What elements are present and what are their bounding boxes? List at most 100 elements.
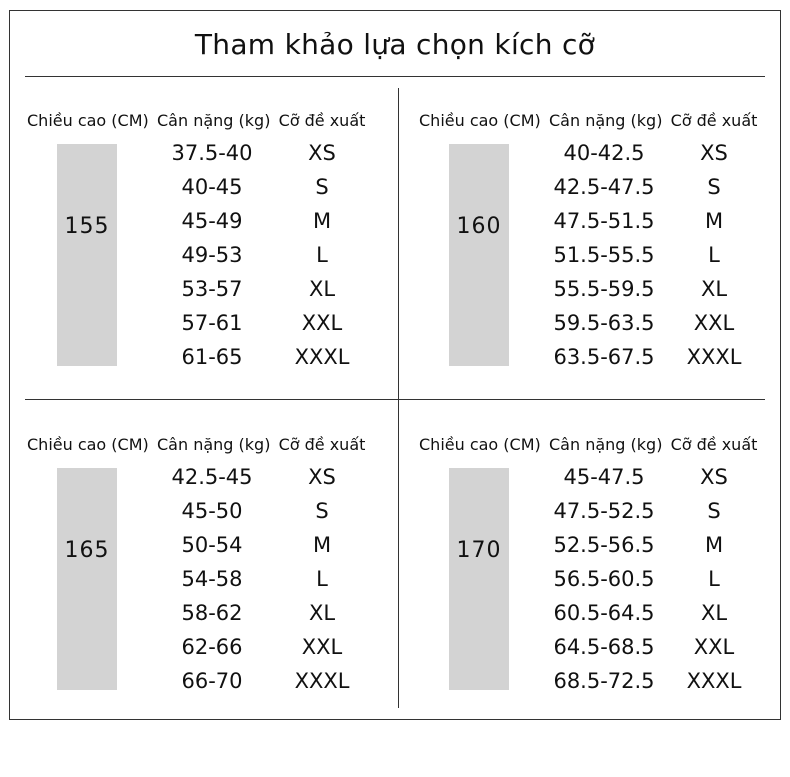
size-value: XXL <box>693 635 735 659</box>
header-size: Cỡ đề xuất <box>670 435 758 454</box>
table-row: 60.5-64.5 XL <box>419 601 790 635</box>
weight-range: 53-57 <box>181 277 243 301</box>
table-row: 68.5-72.5 XXXL <box>419 669 790 703</box>
height-bar <box>57 144 117 366</box>
size-value: M <box>704 533 724 557</box>
weight-range: 40-45 <box>181 175 243 199</box>
header-weight: Cân nặng (kg) <box>549 435 663 454</box>
size-value: XS <box>700 141 728 165</box>
weight-range: 68.5-72.5 <box>553 669 655 693</box>
weight-range: 60.5-64.5 <box>553 601 655 625</box>
size-value: XS <box>308 465 336 489</box>
table-row: 63.5-67.5 XXXL <box>419 345 790 379</box>
weight-range: 40-42.5 <box>563 141 645 165</box>
height-bar <box>449 144 509 366</box>
table-row: 47.5-52.5 S <box>419 499 790 533</box>
table-row: 42.5-47.5 S <box>419 175 790 209</box>
table-row: 47.5-51.5 M <box>419 209 790 243</box>
size-value: XXXL <box>294 669 350 693</box>
height-bar <box>57 468 117 690</box>
weight-range: 42.5-47.5 <box>553 175 655 199</box>
size-value: XL <box>700 601 728 625</box>
header-weight: Cân nặng (kg) <box>549 111 663 130</box>
size-value: XS <box>308 141 336 165</box>
weight-range: 49-53 <box>181 243 243 267</box>
size-value: M <box>312 533 332 557</box>
page-title: Tham khảo lựa chọn kích cỡ <box>194 28 596 61</box>
table-row: 55.5-59.5 XL <box>419 277 790 311</box>
size-value: S <box>707 499 721 523</box>
weight-range: 59.5-63.5 <box>553 311 655 335</box>
weight-range: 50-54 <box>181 533 243 557</box>
weight-range: 42.5-45 <box>171 465 253 489</box>
table-row: 58-62 XL <box>27 601 417 635</box>
size-value: S <box>315 499 329 523</box>
weight-range: 55.5-59.5 <box>553 277 655 301</box>
header-weight: Cân nặng (kg) <box>157 111 271 130</box>
weight-range: 56.5-60.5 <box>553 567 655 591</box>
weight-range: 37.5-40 <box>171 141 253 165</box>
size-value: L <box>708 567 720 591</box>
table-row: 62-66 XXL <box>27 635 417 669</box>
height-value: 155 <box>64 214 110 239</box>
size-value: XL <box>308 601 336 625</box>
table-row: 45-50 S <box>27 499 417 533</box>
weight-range: 64.5-68.5 <box>553 635 655 659</box>
weight-range: 45-47.5 <box>563 465 645 489</box>
height-bar <box>449 468 509 690</box>
table-row: 59.5-63.5 XXL <box>419 311 790 345</box>
table-row: 37.5-40 XS <box>27 141 417 175</box>
size-value: L <box>316 567 328 591</box>
header-height: Chiều cao (CM) <box>27 435 149 454</box>
size-value: L <box>708 243 720 267</box>
weight-range: 57-61 <box>181 311 243 335</box>
height-value: 170 <box>456 538 502 563</box>
weight-range: 51.5-55.5 <box>553 243 655 267</box>
weight-range: 54-58 <box>181 567 243 591</box>
header-height: Chiều cao (CM) <box>419 435 541 454</box>
size-chart-frame <box>9 10 781 720</box>
size-panel-155: Chiều cao (CM) Cân nặng (kg) Cỡ đề xuất … <box>27 111 417 411</box>
table-row: 45-49 M <box>27 209 417 243</box>
table-row: 40-42.5 XS <box>419 141 790 175</box>
table-row: 66-70 XXXL <box>27 669 417 703</box>
table-row: 40-45 S <box>27 175 417 209</box>
weight-range: 63.5-67.5 <box>553 345 655 369</box>
size-value: XXXL <box>686 345 742 369</box>
size-value: M <box>312 209 332 233</box>
size-value: M <box>704 209 724 233</box>
table-row: 49-53 L <box>27 243 417 277</box>
height-value: 165 <box>64 538 110 563</box>
center-divider <box>398 88 399 708</box>
title-divider <box>25 76 765 77</box>
table-row: 52.5-56.5 M <box>419 533 790 567</box>
table-row: 57-61 XXL <box>27 311 417 345</box>
weight-range: 62-66 <box>181 635 243 659</box>
weight-range: 58-62 <box>181 601 243 625</box>
weight-range: 66-70 <box>181 669 243 693</box>
header-size: Cỡ đề xuất <box>670 111 758 130</box>
height-value: 160 <box>456 214 502 239</box>
table-row: 45-47.5 XS <box>419 465 790 499</box>
table-row: 64.5-68.5 XXL <box>419 635 790 669</box>
middle-divider <box>25 399 765 400</box>
header-size: Cỡ đề xuất <box>278 111 366 130</box>
header-weight: Cân nặng (kg) <box>157 435 271 454</box>
size-value: XL <box>308 277 336 301</box>
size-value: XS <box>700 465 728 489</box>
size-value: XXXL <box>294 345 350 369</box>
table-row: 53-57 XL <box>27 277 417 311</box>
size-value: XL <box>700 277 728 301</box>
weight-range: 47.5-52.5 <box>553 499 655 523</box>
size-value: XXL <box>301 635 343 659</box>
table-row: 50-54 M <box>27 533 417 567</box>
table-row: 51.5-55.5 L <box>419 243 790 277</box>
table-row: 42.5-45 XS <box>27 465 417 499</box>
size-value: S <box>315 175 329 199</box>
table-row: 54-58 L <box>27 567 417 601</box>
weight-range: 45-49 <box>181 209 243 233</box>
size-value: S <box>707 175 721 199</box>
size-value: L <box>316 243 328 267</box>
size-panel-165: Chiều cao (CM) Cân nặng (kg) Cỡ đề xuất … <box>27 435 417 735</box>
header-height: Chiều cao (CM) <box>419 111 541 130</box>
